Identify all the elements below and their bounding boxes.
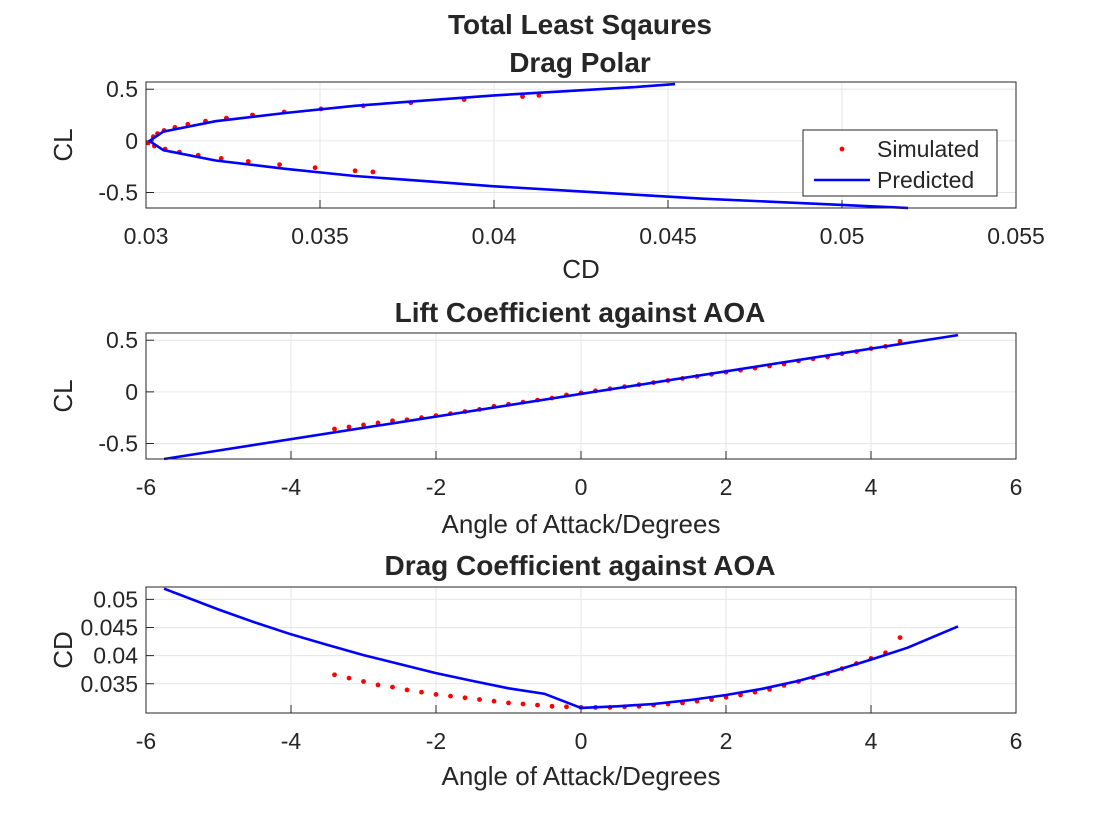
legend-simulated-label: Simulated xyxy=(877,136,979,162)
y-tick-label: 0.5 xyxy=(106,76,138,102)
y-tick-label: 0.045 xyxy=(80,615,138,641)
y-tick-label: -0.5 xyxy=(98,431,138,457)
simulated-point xyxy=(404,687,410,693)
y-axis-label: CL xyxy=(48,379,78,412)
axes-box xyxy=(145,81,1017,209)
plot-area xyxy=(163,333,959,461)
simulated-point xyxy=(218,156,224,161)
x-tick-label: -4 xyxy=(281,728,302,754)
x-tick-label: 6 xyxy=(1010,474,1023,500)
x-tick-label: 0 xyxy=(575,474,588,500)
grid-lines xyxy=(145,587,1017,713)
simulated-point xyxy=(370,169,376,175)
simulated-point xyxy=(346,424,352,430)
simulated-point xyxy=(462,695,468,701)
x-tick-label: 4 xyxy=(865,474,878,500)
legend-simulated-marker xyxy=(839,146,845,152)
simulated-point xyxy=(361,679,366,684)
x-tick-label: -6 xyxy=(136,474,156,500)
simulated-point xyxy=(346,675,352,681)
x-tick-label: 4 xyxy=(865,728,878,754)
y-tick-label: 0.05 xyxy=(93,586,138,612)
simulated-point xyxy=(352,168,358,174)
y-tick-label: 0 xyxy=(125,128,138,154)
simulated-point xyxy=(375,420,381,426)
x-tick-label: 0.055 xyxy=(987,223,1045,249)
x-axis-label: Angle of Attack/Degrees xyxy=(442,761,721,791)
axes-box xyxy=(145,586,1017,714)
simulated-point xyxy=(536,93,542,98)
simulated-point xyxy=(506,700,511,706)
x-tick-label: 0.05 xyxy=(820,223,865,249)
x-tick-label: -2 xyxy=(426,474,446,500)
simulated-point xyxy=(491,698,497,704)
legend-box xyxy=(802,129,998,197)
x-tick-label: 0.04 xyxy=(472,223,517,249)
y-tick-label: 0.04 xyxy=(93,643,138,669)
x-tick-label: 2 xyxy=(720,474,733,500)
x-tick-label: -4 xyxy=(281,474,302,500)
y-tick-label: 0.035 xyxy=(80,671,138,697)
simulated-point xyxy=(361,422,366,428)
simulated-point xyxy=(549,703,555,709)
y-tick-label: -0.5 xyxy=(98,180,138,206)
plot-area xyxy=(163,587,959,710)
simulated-point xyxy=(312,165,318,171)
x-tick-label: -2 xyxy=(426,728,446,754)
chart-subtitle-drag-polar: Drag Polar xyxy=(509,47,651,78)
x-axis-label: CD xyxy=(562,254,600,284)
legend-predicted-label: Predicted xyxy=(877,167,974,193)
x-tick-label: 0.035 xyxy=(291,223,349,249)
axes-box xyxy=(145,332,1017,460)
y-axis-label: CD xyxy=(48,631,78,669)
plot-area xyxy=(145,82,909,210)
panel-drag-vs-aoa: Drag Coefficient against AOA -6 -4 -2 0 2 4 6 0… xyxy=(48,550,1022,791)
predicted-line xyxy=(163,587,959,710)
panel-lift-vs-aoa: Lift Coefficient against AOA -6 -4 -2 0 2 4 6-… xyxy=(48,297,1022,539)
predicted-line xyxy=(163,333,959,461)
simulated-point xyxy=(535,702,540,708)
tick-labels: -6 -4 -2 0 2 4 6 -0.5 0 0.5 xyxy=(98,327,1022,500)
simulated-point xyxy=(433,692,439,697)
legend: Simulated Predicted xyxy=(802,129,998,197)
simulated-point xyxy=(897,635,903,640)
simulated-point xyxy=(277,162,282,168)
simulated-point xyxy=(897,338,903,344)
x-tick-label: 6 xyxy=(1010,728,1023,754)
simulated-point xyxy=(332,672,337,678)
x-tick-label: 0 xyxy=(575,728,588,754)
tick-labels: 0.03 0.035 0.04 0.045 0.05 0.055 -0.5 0 0.5 xyxy=(98,76,1044,249)
simulated-point xyxy=(419,689,424,695)
x-tick-label: 0.045 xyxy=(639,223,697,249)
simulated-point xyxy=(564,704,569,710)
simulated-point xyxy=(448,693,453,699)
panel-drag-polar: Total Least Sqaures Drag Polar 0.03 0.035… xyxy=(48,9,1045,284)
simulated-point xyxy=(390,684,395,690)
x-axis-label: Angle of Attack/Degrees xyxy=(442,509,721,539)
y-tick-label: 0.5 xyxy=(106,327,138,353)
simulated-point xyxy=(520,701,526,707)
simulated-point xyxy=(332,426,337,432)
figure-title: Total Least Sqaures xyxy=(448,9,712,40)
simulated-point xyxy=(245,159,251,164)
y-tick-label: 0 xyxy=(125,379,138,405)
grid-lines xyxy=(145,333,1017,459)
simulated-point xyxy=(477,697,482,702)
x-tick-label: 0.03 xyxy=(124,223,169,249)
simulated-point xyxy=(520,94,525,99)
x-tick-label: 2 xyxy=(720,728,733,754)
chart-title-drag: Drag Coefficient against AOA xyxy=(384,550,775,581)
chart-title-lift: Lift Coefficient against AOA xyxy=(395,297,766,328)
simulated-point xyxy=(375,682,381,688)
x-tick-label: -6 xyxy=(136,728,156,754)
y-axis-label: CL xyxy=(48,128,78,161)
predicted-line xyxy=(148,82,909,210)
